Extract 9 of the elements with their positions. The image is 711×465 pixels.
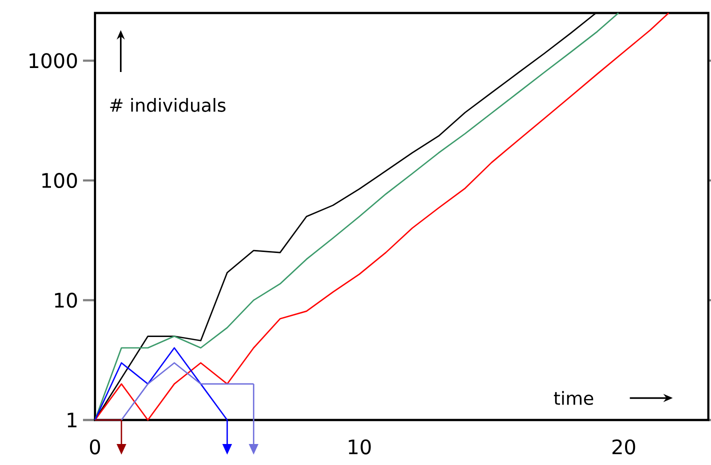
y-tick-label: 100: [42, 172, 77, 188]
x-tick-label: 0: [90, 439, 100, 454]
y-tick-label: 1000: [30, 53, 77, 68]
y-axis-title: # individuals: [110, 98, 226, 112]
x-axis-title: time: [554, 391, 594, 405]
x-tick-label: 10: [348, 439, 371, 454]
y-tick-label: 1: [68, 412, 76, 428]
x-tick-label: 20: [612, 439, 636, 454]
y-tick-label: 10: [55, 292, 77, 308]
